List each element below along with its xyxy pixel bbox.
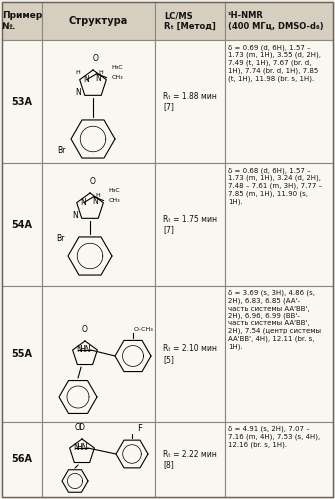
Text: N: N bbox=[74, 444, 79, 453]
Bar bbox=[42, 422, 155, 497]
Text: Rₜ = 2.10 мин
[5]: Rₜ = 2.10 мин [5] bbox=[163, 344, 217, 364]
Text: δ = 0.69 (d, 6H), 1.57 –
1.73 (m, 1H), 3.55 (d, 2H),
7.49 (t, 1H), 7.67 (br. d,
: δ = 0.69 (d, 6H), 1.57 – 1.73 (m, 1H), 3… bbox=[228, 44, 321, 81]
Text: N: N bbox=[77, 345, 82, 354]
Text: Br: Br bbox=[57, 234, 65, 243]
Bar bbox=[2, 40, 42, 163]
Text: CH₃: CH₃ bbox=[112, 75, 123, 80]
Text: ¹H-NMR
(400 МГц, DMSO-d₆): ¹H-NMR (400 МГц, DMSO-d₆) bbox=[228, 11, 324, 31]
Text: LC/MS
Rₜ [Метод]: LC/MS Rₜ [Метод] bbox=[164, 11, 216, 31]
Text: HN: HN bbox=[76, 444, 87, 453]
Text: H₃C: H₃C bbox=[112, 65, 123, 70]
Text: N: N bbox=[95, 74, 101, 83]
Text: δ = 3.69 (s, 3H), 4.86 (s,
2H), 6.83, 6.85 (AA'-
часть системы AA'BB',
2H), 6.96: δ = 3.69 (s, 3H), 4.86 (s, 2H), 6.83, 6.… bbox=[228, 290, 321, 350]
Text: O: O bbox=[82, 325, 88, 334]
Text: δ = 4.91 (s, 2H), 7.07 –
7.16 (m, 4H), 7.53 (s, 4H),
12.16 (br. s, 1H).: δ = 4.91 (s, 2H), 7.07 – 7.16 (m, 4H), 7… bbox=[228, 426, 320, 448]
Bar bbox=[42, 286, 155, 422]
Text: H: H bbox=[98, 70, 103, 75]
Bar bbox=[2, 286, 42, 422]
Text: N: N bbox=[75, 88, 81, 97]
Text: δ = 0.68 (d, 6H), 1.57 –
1.73 (m, 1H), 3.24 (d, 2H),
7.48 – 7.61 (m, 3H), 7.77 –: δ = 0.68 (d, 6H), 1.57 – 1.73 (m, 1H), 3… bbox=[228, 167, 322, 205]
Text: N: N bbox=[81, 198, 86, 207]
Bar bbox=[42, 2, 155, 40]
Text: Cl: Cl bbox=[74, 423, 82, 432]
Bar bbox=[2, 422, 42, 497]
Bar bbox=[225, 422, 333, 497]
Text: 53A: 53A bbox=[11, 96, 32, 106]
Text: N: N bbox=[72, 211, 78, 220]
Text: O: O bbox=[93, 54, 99, 63]
Bar bbox=[42, 40, 155, 163]
Text: O–CH₃: O–CH₃ bbox=[133, 327, 153, 332]
Bar bbox=[225, 286, 333, 422]
Bar bbox=[155, 286, 225, 422]
Bar bbox=[2, 2, 42, 40]
Bar bbox=[155, 2, 225, 40]
Bar bbox=[2, 163, 42, 286]
Bar bbox=[155, 40, 225, 163]
Text: H: H bbox=[75, 70, 80, 75]
Text: H₃C: H₃C bbox=[109, 188, 120, 193]
Bar bbox=[42, 163, 155, 286]
Bar bbox=[155, 163, 225, 286]
Text: CH₃: CH₃ bbox=[109, 198, 120, 203]
Text: N: N bbox=[84, 75, 89, 84]
Text: 54A: 54A bbox=[11, 220, 32, 230]
Text: N: N bbox=[92, 197, 98, 206]
Text: H: H bbox=[95, 193, 100, 198]
Text: O: O bbox=[79, 423, 85, 432]
Text: Rₜ = 1.75 мин
[7]: Rₜ = 1.75 мин [7] bbox=[163, 215, 217, 235]
Text: Rₜ = 2.22 мин
[8]: Rₜ = 2.22 мин [8] bbox=[163, 450, 217, 470]
Text: HN: HN bbox=[79, 345, 90, 354]
Bar bbox=[225, 40, 333, 163]
Text: 55A: 55A bbox=[11, 349, 32, 359]
Bar bbox=[225, 2, 333, 40]
Text: Br: Br bbox=[58, 146, 66, 155]
Text: Rₜ = 1.88 мин
[7]: Rₜ = 1.88 мин [7] bbox=[163, 92, 217, 111]
Text: Структура: Структура bbox=[69, 16, 128, 26]
Text: F: F bbox=[138, 424, 142, 433]
Bar bbox=[225, 163, 333, 286]
Text: Пример
№.: Пример №. bbox=[2, 11, 42, 31]
Text: O: O bbox=[90, 177, 96, 186]
Bar bbox=[155, 422, 225, 497]
Text: 56A: 56A bbox=[11, 455, 32, 465]
